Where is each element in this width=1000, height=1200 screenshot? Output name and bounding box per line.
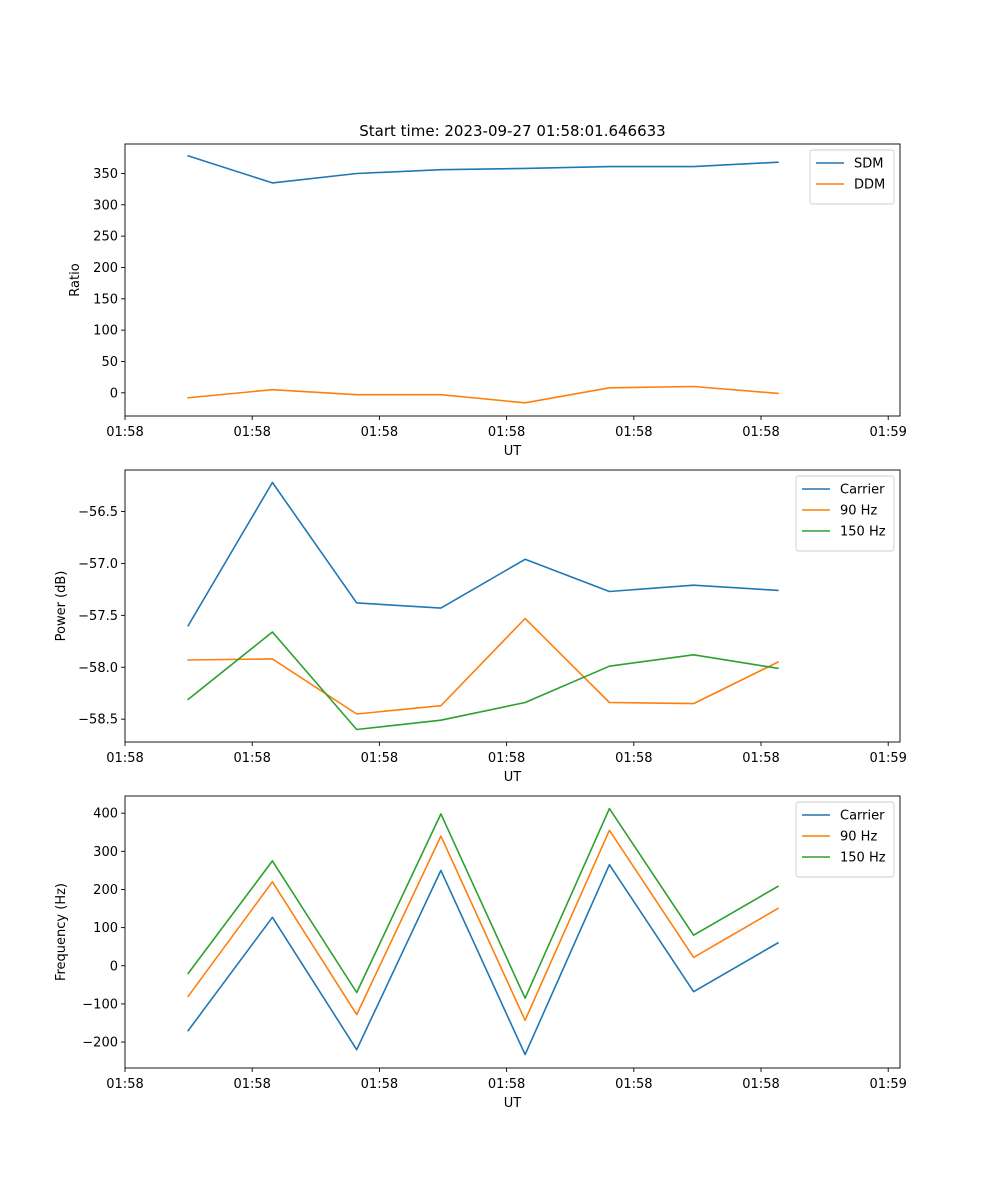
y-tick-label: 100 — [93, 324, 118, 339]
x-tick-label: 01:58 — [233, 425, 270, 440]
axes-frame — [124, 469, 901, 743]
y-tick-label: 200 — [93, 883, 118, 898]
legend-label: 90 Hz — [840, 830, 877, 845]
x-axis-label: UT — [504, 770, 522, 785]
y-tick-label: 400 — [93, 807, 118, 822]
y-tick-label: 150 — [93, 292, 118, 307]
x-tick-label: 01:58 — [488, 751, 525, 766]
series-line-150-hz — [187, 807, 779, 1000]
legend-label: 150 Hz — [840, 525, 886, 540]
x-tick-label: 01:58 — [615, 425, 652, 440]
x-tick-label: 01:58 — [106, 751, 143, 766]
legend-box — [795, 801, 895, 878]
y-tick-label: −100 — [82, 997, 118, 1012]
x-axis-label: UT — [504, 444, 522, 459]
axes-frame — [124, 795, 901, 1069]
chart-1: 01:58 01:58 01:58 01:58 01:58 01:58 01:59 0 50 10… — [68, 122, 907, 459]
x-tick-label: 01:58 — [742, 1077, 779, 1092]
y-tick-label: −57.0 — [78, 557, 118, 572]
chart-title: Start time: 2023-09-27 01:58:01.646633 — [359, 122, 665, 140]
x-tick-label: 01:58 — [233, 1077, 270, 1092]
x-tick-label: 01:58 — [742, 425, 779, 440]
x-tick-label: 01:58 — [106, 425, 143, 440]
y-tick-label: −200 — [82, 1036, 118, 1051]
legend-label: Carrier — [840, 483, 885, 498]
series-line-carrier — [187, 863, 779, 1056]
y-tick-label: 50 — [101, 355, 118, 370]
y-tick-label: 200 — [93, 261, 118, 276]
y-axis-label: Power (dB) — [54, 571, 69, 642]
y-tick-label: 0 — [110, 386, 118, 401]
x-tick-label: 01:59 — [869, 751, 906, 766]
x-tick-label: 01:58 — [361, 425, 398, 440]
legend: Carrier 90 Hz 150 Hz — [795, 475, 895, 552]
x-tick-label: 01:59 — [869, 1077, 906, 1092]
y-tick-label: −56.5 — [78, 505, 118, 520]
legend: SDM DDM — [809, 149, 895, 205]
x-tick-label: 01:58 — [615, 1077, 652, 1092]
y-tick-label: 300 — [93, 198, 118, 213]
y-tick-label: −58.5 — [78, 713, 118, 728]
x-tick-label: 01:58 — [742, 751, 779, 766]
legend-box — [795, 475, 895, 552]
x-tick-label: 01:58 — [615, 751, 652, 766]
legend-label: SDM — [854, 157, 883, 172]
series-line-sdm — [187, 154, 779, 184]
x-tick-label: 01:58 — [488, 1077, 525, 1092]
x-tick-label: 01:58 — [361, 751, 398, 766]
chart-2: 01:58 01:58 01:58 01:58 01:58 01:58 01:59 −58.5… — [54, 469, 907, 785]
series-line-ddm — [187, 385, 779, 404]
y-tick-label: 250 — [93, 230, 118, 245]
legend-label: Carrier — [840, 809, 885, 824]
y-axis-label: Frequency (Hz) — [54, 883, 69, 981]
legend-label: 90 Hz — [840, 504, 877, 519]
series-line-150-hz — [187, 631, 779, 731]
y-tick-label: −57.5 — [78, 609, 118, 624]
y-tick-label: 100 — [93, 921, 118, 936]
series-line-90-hz — [187, 829, 779, 1022]
chart-3: 01:58 01:58 01:58 01:58 01:58 01:58 01:59 −200 −… — [54, 795, 907, 1111]
x-tick-label: 01:58 — [488, 425, 525, 440]
y-tick-label: 300 — [93, 845, 118, 860]
series-line-carrier — [187, 481, 779, 627]
x-axis-label: UT — [504, 1096, 522, 1111]
y-tick-label: 0 — [110, 959, 118, 974]
x-tick-label: 01:59 — [869, 425, 906, 440]
y-tick-label: 350 — [93, 167, 118, 182]
legend-label: DDM — [854, 178, 885, 193]
legend: Carrier 90 Hz 150 Hz — [795, 801, 895, 878]
x-tick-label: 01:58 — [361, 1077, 398, 1092]
legend-label: 150 Hz — [840, 851, 886, 866]
y-axis-label: Ratio — [68, 263, 83, 296]
x-tick-label: 01:58 — [233, 751, 270, 766]
y-tick-label: −58.0 — [78, 661, 118, 676]
axes-frame — [124, 143, 901, 417]
series-line-90-hz — [187, 617, 779, 715]
x-tick-label: 01:58 — [106, 1077, 143, 1092]
